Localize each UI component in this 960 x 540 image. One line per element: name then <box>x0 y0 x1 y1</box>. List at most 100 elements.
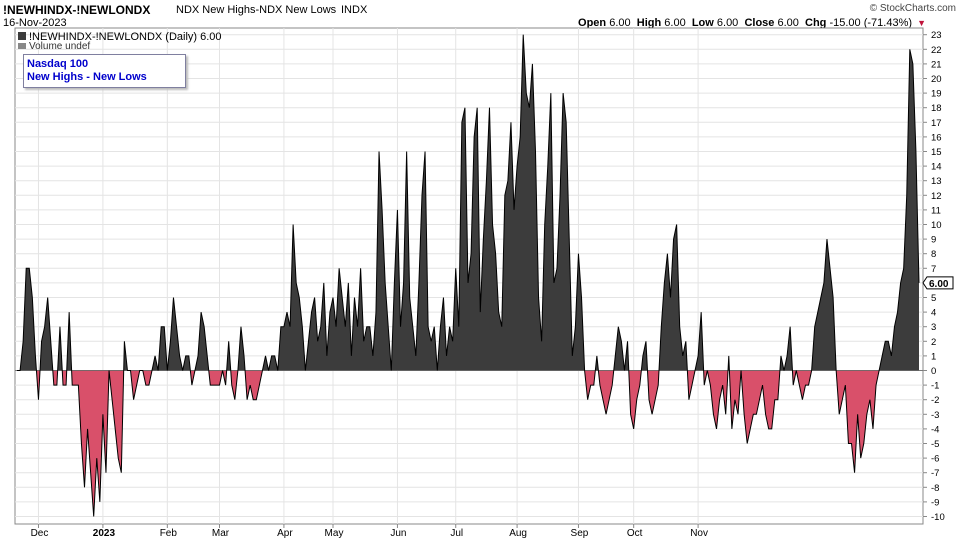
x-tick-label: Apr <box>277 528 293 539</box>
data-point <box>437 370 438 371</box>
data-point <box>385 282 386 283</box>
data-point <box>541 341 542 342</box>
y-tick-label: 2 <box>931 337 936 348</box>
y-tick-label: -5 <box>931 439 939 450</box>
data-point <box>584 370 585 371</box>
data-point <box>814 326 815 327</box>
data-point <box>759 399 760 400</box>
data-point <box>72 385 73 386</box>
data-point <box>492 224 493 225</box>
low-label: Low <box>691 17 714 29</box>
data-point <box>320 326 321 327</box>
data-point <box>16 370 17 371</box>
data-point <box>863 443 864 444</box>
data-point <box>56 385 57 386</box>
data-point <box>790 326 791 327</box>
data-point <box>412 326 413 327</box>
brand-link[interactable]: © StockCharts.com <box>869 3 956 14</box>
y-tick-label: 8 <box>931 249 936 260</box>
data-point <box>572 355 573 356</box>
data-point <box>774 399 775 400</box>
data-point <box>526 93 527 94</box>
data-point <box>547 166 548 167</box>
data-point <box>142 370 143 371</box>
data-point <box>762 385 763 386</box>
data-point <box>516 166 517 167</box>
data-point <box>553 282 554 283</box>
data-point <box>615 355 616 356</box>
data-point <box>740 370 741 371</box>
data-point <box>133 399 134 400</box>
data-point <box>335 326 336 327</box>
chg-value: -15.00 (-71.43%) <box>829 17 913 29</box>
data-point <box>501 326 502 327</box>
data-point <box>796 370 797 371</box>
data-point <box>728 355 729 356</box>
data-point <box>566 122 567 123</box>
data-point <box>148 385 149 386</box>
data-point <box>698 355 699 356</box>
data-point <box>406 151 407 152</box>
data-point <box>194 370 195 371</box>
data-point <box>826 239 827 240</box>
data-point <box>707 370 708 371</box>
high-label: High <box>636 17 662 29</box>
data-point <box>96 458 97 459</box>
data-point <box>265 355 266 356</box>
data-point <box>158 370 159 371</box>
data-point <box>894 326 895 327</box>
data-point <box>673 239 674 240</box>
data-point <box>520 136 521 137</box>
data-point <box>747 443 748 444</box>
data-point <box>661 326 662 327</box>
data-point <box>645 341 646 342</box>
data-point <box>234 399 235 400</box>
data-point <box>188 355 189 356</box>
last-value-label: 6.00 <box>929 279 949 290</box>
data-point <box>26 268 27 269</box>
data-point <box>679 326 680 327</box>
data-point <box>875 385 876 386</box>
data-point <box>93 516 94 517</box>
data-point <box>44 326 45 327</box>
data-point <box>550 93 551 94</box>
data-point <box>283 326 284 327</box>
y-tick-label: 17 <box>931 118 942 129</box>
y-tick-label: 15 <box>931 147 942 158</box>
data-point <box>19 370 20 371</box>
data-point <box>403 282 404 283</box>
data-point <box>480 312 481 313</box>
data-point <box>891 355 892 356</box>
data-point <box>397 209 398 210</box>
data-point <box>507 180 508 181</box>
y-tick-label: -3 <box>931 410 939 421</box>
y-tick-label: 9 <box>931 235 936 246</box>
data-point <box>470 253 471 254</box>
data-point <box>428 326 429 327</box>
data-point <box>464 107 465 108</box>
chart-annotation-box: Nasdaq 100 New Highs - New Lows <box>23 54 186 88</box>
y-tick-label: 11 <box>931 205 941 216</box>
data-point <box>842 399 843 400</box>
data-point <box>602 399 603 400</box>
data-point <box>771 428 772 429</box>
data-point <box>845 385 846 386</box>
x-tick-label: Dec <box>31 528 49 539</box>
data-point <box>636 399 637 400</box>
data-point <box>793 385 794 386</box>
data-point <box>483 239 484 240</box>
data-point <box>78 385 79 386</box>
volume-legend: Volume undef <box>18 41 90 52</box>
data-point <box>299 297 300 298</box>
data-point <box>523 34 524 35</box>
data-point <box>486 180 487 181</box>
data-point <box>701 312 702 313</box>
data-point <box>400 326 401 327</box>
data-point <box>467 282 468 283</box>
data-point <box>29 268 30 269</box>
data-point <box>308 341 309 342</box>
y-tick-label: 3 <box>931 322 936 333</box>
data-point <box>369 326 370 327</box>
data-point <box>357 326 358 327</box>
